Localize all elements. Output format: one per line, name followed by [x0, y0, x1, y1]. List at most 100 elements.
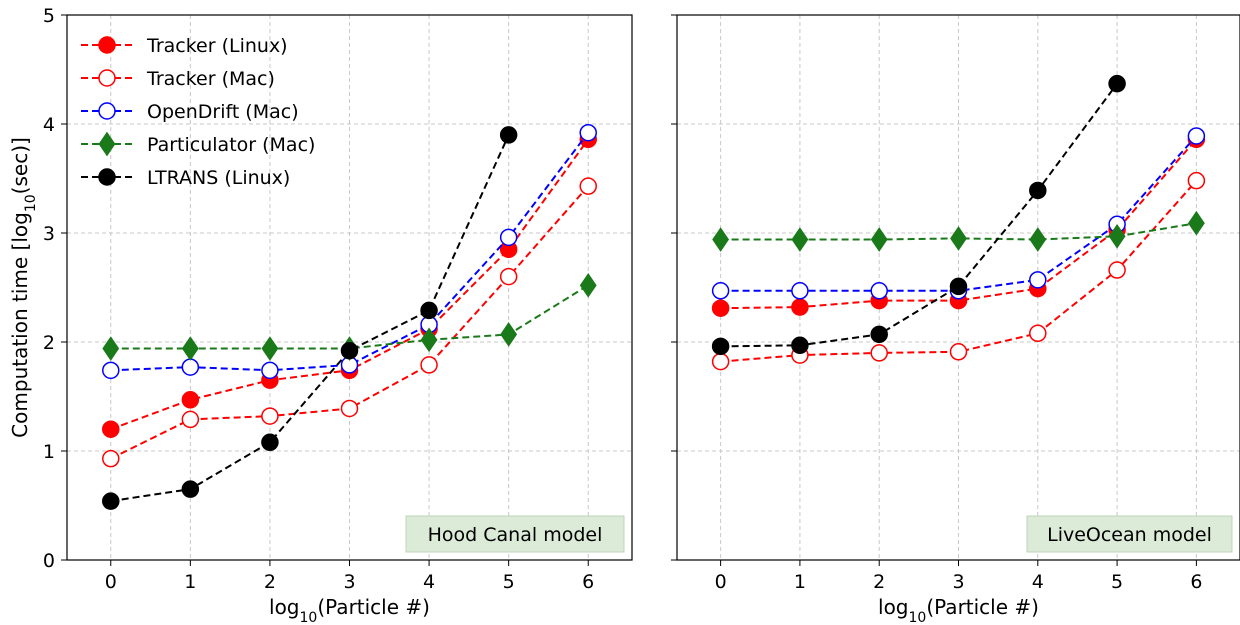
- data-point-opendrift-mac: [499, 228, 518, 247]
- data-point-ltrans-linux: [340, 341, 359, 360]
- y-tick-label: 2: [43, 332, 55, 354]
- y-tick-label: 1: [43, 441, 55, 463]
- data-point-ltrans-linux: [1029, 181, 1047, 200]
- data-point-tracker-linux: [181, 391, 200, 409]
- x-tick-label: 0: [715, 571, 727, 593]
- legend-marker-tracker-linux: [98, 36, 116, 54]
- y-tick-label: 5: [43, 5, 55, 27]
- data-point-particulator-mac: [181, 336, 199, 361]
- panel-label: LiveOcean model: [1047, 524, 1212, 546]
- panel-label-box: [405, 515, 625, 553]
- data-point-tracker-mac: [499, 267, 518, 286]
- panel-label-box: [1026, 515, 1233, 553]
- data-point-tracker-mac: [1029, 324, 1047, 343]
- data-point-tracker-linux: [711, 299, 730, 317]
- series-ltrans-linux: [711, 74, 1126, 356]
- y-tick-label: 3: [43, 223, 55, 245]
- data-point-particulator-mac: [420, 327, 438, 353]
- data-point-opendrift-mac: [181, 358, 200, 376]
- data-point-ltrans-linux: [261, 433, 279, 452]
- data-point-particulator-mac: [102, 336, 120, 361]
- series-tracker-mac: [102, 177, 597, 468]
- data-point-tracker-mac: [340, 399, 359, 418]
- y-tick-label: 0: [43, 550, 55, 572]
- data-point-particulator-mac: [261, 336, 279, 361]
- series-particulator-mac: [712, 210, 1205, 252]
- x-tick-label: 1: [794, 571, 806, 593]
- x-axis-label: log10(Particle #): [269, 595, 430, 625]
- x-tick-label: 1: [184, 571, 196, 593]
- data-point-ltrans-linux: [420, 301, 438, 320]
- legend-marker-ltrans-linux: [98, 168, 116, 186]
- data-point-tracker-mac: [181, 410, 200, 429]
- data-point-ltrans-linux: [499, 126, 518, 144]
- data-point-opendrift-mac: [711, 282, 730, 300]
- data-point-opendrift-mac: [102, 361, 120, 380]
- data-point-ltrans-linux: [102, 492, 120, 510]
- series-line-ltrans-linux: [110, 134, 510, 503]
- legend-marker-particulator-mac: [98, 131, 116, 157]
- data-point-opendrift-mac: [1029, 271, 1047, 289]
- x-tick-label: 4: [423, 571, 435, 593]
- legend-label-tracker-mac: Tracker (Mac): [146, 68, 275, 90]
- data-point-tracker-mac: [1187, 171, 1206, 190]
- x-axis-label: log10(Particle #): [878, 595, 1039, 625]
- data-point-particulator-mac: [791, 227, 809, 252]
- data-point-particulator-mac: [950, 226, 967, 251]
- data-point-ltrans-linux: [181, 480, 200, 498]
- data-point-tracker-mac: [579, 177, 597, 195]
- data-point-particulator-mac: [500, 322, 518, 347]
- data-point-tracker-linux: [102, 420, 120, 438]
- legend-marker-opendrift-mac: [98, 102, 116, 120]
- series-line-ltrans-linux: [720, 83, 1118, 348]
- data-point-particulator-mac: [579, 272, 597, 298]
- legend-label-ltrans-linux: LTRANS (Linux): [147, 167, 290, 189]
- data-point-particulator-mac: [1108, 223, 1126, 249]
- x-tick-label: 2: [264, 571, 276, 593]
- data-point-particulator-mac: [712, 227, 730, 252]
- data-point-tracker-mac: [870, 344, 888, 362]
- data-point-particulator-mac: [870, 227, 888, 252]
- series-opendrift-mac: [102, 123, 597, 380]
- data-point-opendrift-mac: [261, 361, 279, 380]
- data-point-ltrans-linux: [711, 337, 730, 356]
- x-tick-label: 6: [582, 571, 594, 593]
- data-point-particulator-mac: [1187, 210, 1205, 236]
- data-point-tracker-mac: [261, 407, 279, 425]
- x-tick-label: 2: [873, 571, 885, 593]
- data-point-tracker-linux: [791, 298, 809, 316]
- data-point-opendrift-mac: [1187, 127, 1206, 145]
- data-point-tracker-mac: [711, 352, 730, 371]
- data-point-tracker-mac: [102, 449, 120, 468]
- y-axis-label: Computation time [log10(sec)]: [8, 137, 39, 438]
- x-tick-label: 4: [1032, 571, 1044, 593]
- data-point-ltrans-linux: [870, 325, 888, 344]
- y-tick-label: 4: [43, 114, 55, 136]
- legend: Tracker (Linux) Tracker (Mac) OpenDrift (M…: [81, 35, 315, 189]
- legend-label-opendrift-mac: OpenDrift (Mac): [147, 101, 299, 123]
- data-point-tracker-mac: [420, 356, 438, 374]
- data-point-opendrift-mac: [870, 282, 888, 300]
- data-point-opendrift-mac: [579, 123, 597, 142]
- data-point-tracker-mac: [1108, 261, 1126, 279]
- data-point-tracker-mac: [949, 343, 968, 361]
- legend-label-tracker-linux: Tracker (Linux): [146, 35, 288, 57]
- x-tick-label: 3: [343, 571, 355, 593]
- data-point-ltrans-linux: [791, 336, 809, 355]
- data-point-ltrans-linux: [1108, 74, 1126, 93]
- data-point-opendrift-mac: [791, 282, 809, 300]
- x-tick-label: 5: [503, 571, 515, 593]
- x-tick-label: 5: [1111, 571, 1123, 593]
- data-point-ltrans-linux: [949, 277, 968, 296]
- data-point-particulator-mac: [1029, 227, 1047, 252]
- panel-hood-canal: 0 1 2 3 4 5 6 0 1 2 3 4 5 log10(Particle #) Computatio…: [8, 5, 633, 625]
- legend-marker-tracker-mac: [98, 69, 116, 87]
- panel-label: Hood Canal model: [428, 524, 603, 546]
- panel-liveocean: 0 1 2 3 4 5 6 log10(Particle #) LiveOcean model: [671, 14, 1240, 625]
- x-tick-label: 6: [1190, 571, 1202, 593]
- series-ltrans-linux: [102, 126, 518, 510]
- series-opendrift-mac: [711, 127, 1206, 300]
- x-tick-label: 0: [105, 571, 117, 593]
- x-tick-label: 3: [952, 571, 964, 593]
